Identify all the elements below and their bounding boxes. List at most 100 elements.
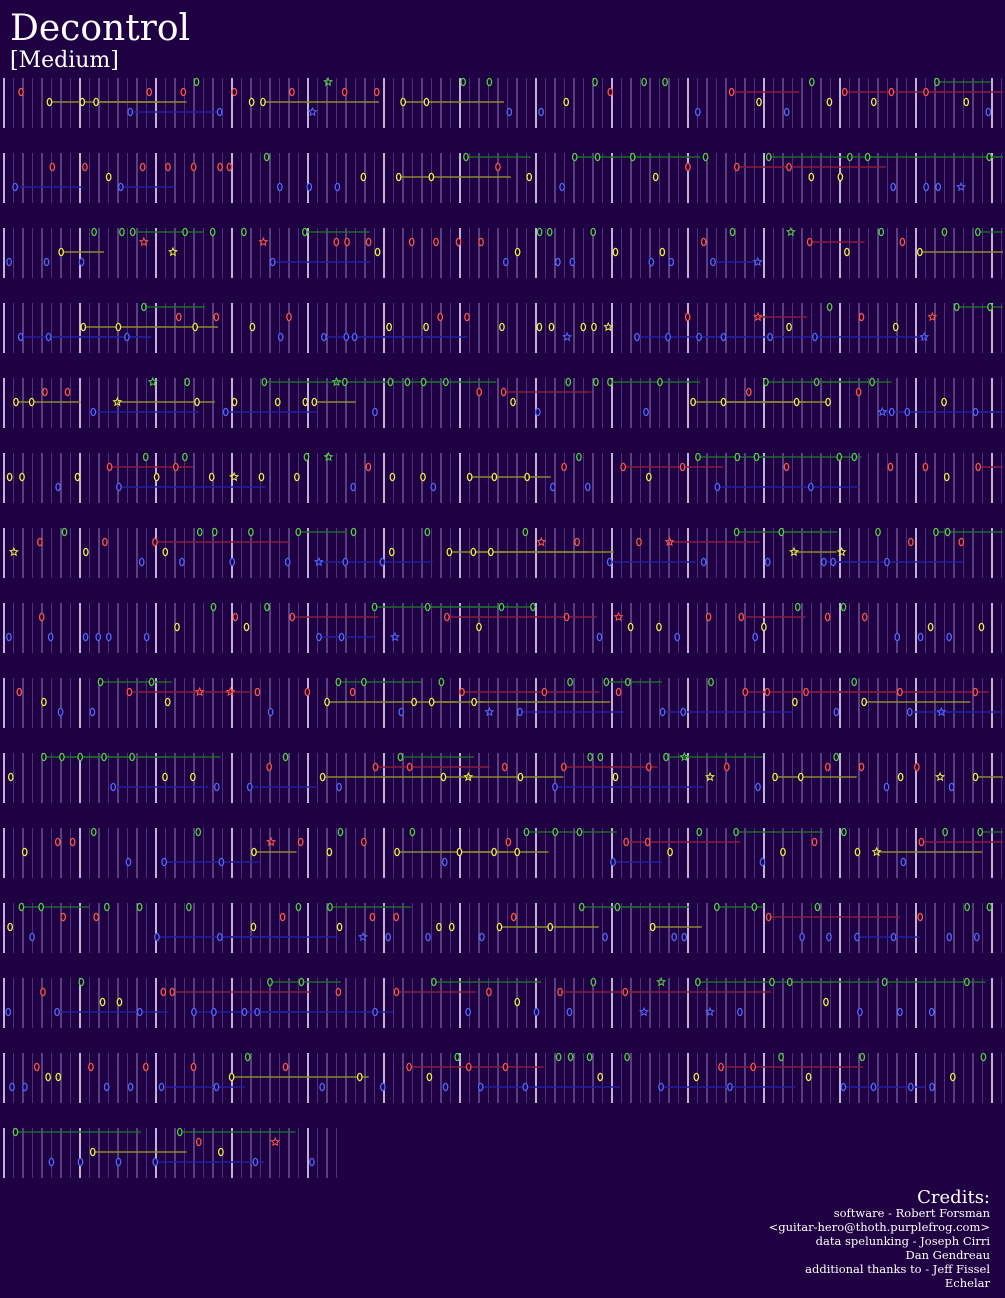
note bbox=[652, 172, 659, 182]
note bbox=[222, 407, 229, 417]
note bbox=[343, 332, 350, 342]
note bbox=[182, 452, 188, 462]
note bbox=[260, 97, 266, 107]
note bbox=[607, 377, 613, 387]
note bbox=[326, 847, 333, 857]
note bbox=[783, 107, 790, 117]
note bbox=[387, 377, 394, 387]
note bbox=[786, 977, 793, 987]
note bbox=[152, 1157, 159, 1167]
note bbox=[404, 377, 411, 387]
note bbox=[158, 1082, 165, 1092]
note bbox=[636, 537, 642, 547]
note bbox=[824, 762, 831, 772]
note bbox=[249, 322, 256, 332]
note bbox=[888, 87, 895, 97]
note bbox=[904, 407, 911, 417]
note bbox=[211, 527, 218, 537]
note bbox=[61, 527, 68, 537]
note bbox=[906, 707, 913, 717]
note bbox=[129, 227, 136, 237]
note bbox=[826, 97, 833, 107]
note bbox=[306, 182, 313, 192]
note bbox=[102, 537, 108, 547]
note bbox=[742, 687, 749, 697]
note bbox=[622, 987, 629, 997]
note bbox=[286, 312, 292, 322]
note bbox=[231, 87, 238, 97]
note bbox=[728, 87, 735, 97]
note bbox=[574, 537, 580, 547]
note bbox=[963, 97, 970, 107]
note bbox=[409, 827, 416, 837]
note bbox=[277, 332, 284, 342]
note bbox=[127, 1082, 134, 1092]
star-note bbox=[357, 931, 368, 942]
note bbox=[826, 932, 832, 942]
note bbox=[846, 152, 853, 162]
note bbox=[826, 302, 833, 312]
note bbox=[267, 977, 273, 987]
note bbox=[350, 482, 357, 492]
note bbox=[195, 1137, 202, 1147]
note bbox=[761, 622, 767, 632]
note bbox=[284, 557, 291, 567]
note bbox=[46, 97, 53, 107]
note bbox=[82, 162, 88, 172]
note bbox=[824, 612, 831, 622]
note bbox=[444, 612, 450, 622]
note bbox=[371, 602, 378, 612]
note bbox=[927, 622, 934, 632]
note bbox=[498, 602, 505, 612]
note bbox=[211, 1007, 217, 1017]
note bbox=[74, 472, 81, 482]
star-note bbox=[194, 686, 205, 697]
note bbox=[953, 302, 960, 312]
note bbox=[184, 377, 191, 387]
note bbox=[878, 227, 885, 237]
note bbox=[645, 762, 652, 772]
note bbox=[681, 932, 688, 942]
note bbox=[733, 162, 740, 172]
star-note bbox=[753, 311, 764, 322]
note bbox=[231, 397, 238, 407]
note bbox=[342, 557, 349, 567]
note bbox=[246, 782, 253, 792]
note bbox=[565, 377, 572, 387]
star-note bbox=[789, 546, 799, 557]
note bbox=[808, 77, 815, 87]
note bbox=[881, 977, 888, 987]
note bbox=[737, 1007, 743, 1017]
note bbox=[536, 322, 543, 332]
note bbox=[385, 932, 392, 942]
note bbox=[397, 752, 404, 762]
note bbox=[610, 857, 616, 867]
note bbox=[890, 932, 897, 942]
note bbox=[506, 107, 513, 117]
note bbox=[372, 762, 379, 772]
note bbox=[465, 1062, 472, 1072]
note bbox=[459, 687, 465, 697]
note bbox=[470, 547, 477, 557]
note bbox=[884, 557, 890, 567]
note bbox=[615, 687, 622, 697]
note bbox=[282, 752, 289, 762]
note bbox=[887, 462, 894, 472]
note bbox=[386, 322, 392, 332]
note bbox=[374, 247, 381, 257]
note bbox=[495, 162, 501, 172]
note bbox=[115, 322, 122, 332]
note bbox=[680, 707, 687, 717]
note bbox=[129, 752, 135, 762]
note bbox=[153, 472, 160, 482]
note bbox=[17, 332, 24, 342]
note bbox=[563, 612, 570, 622]
note bbox=[854, 932, 860, 942]
credit-line: Dan Gendreau bbox=[906, 1248, 990, 1262]
note bbox=[143, 632, 150, 642]
note bbox=[335, 987, 342, 997]
note bbox=[567, 1052, 574, 1062]
note bbox=[379, 1082, 386, 1092]
note bbox=[33, 1062, 40, 1072]
